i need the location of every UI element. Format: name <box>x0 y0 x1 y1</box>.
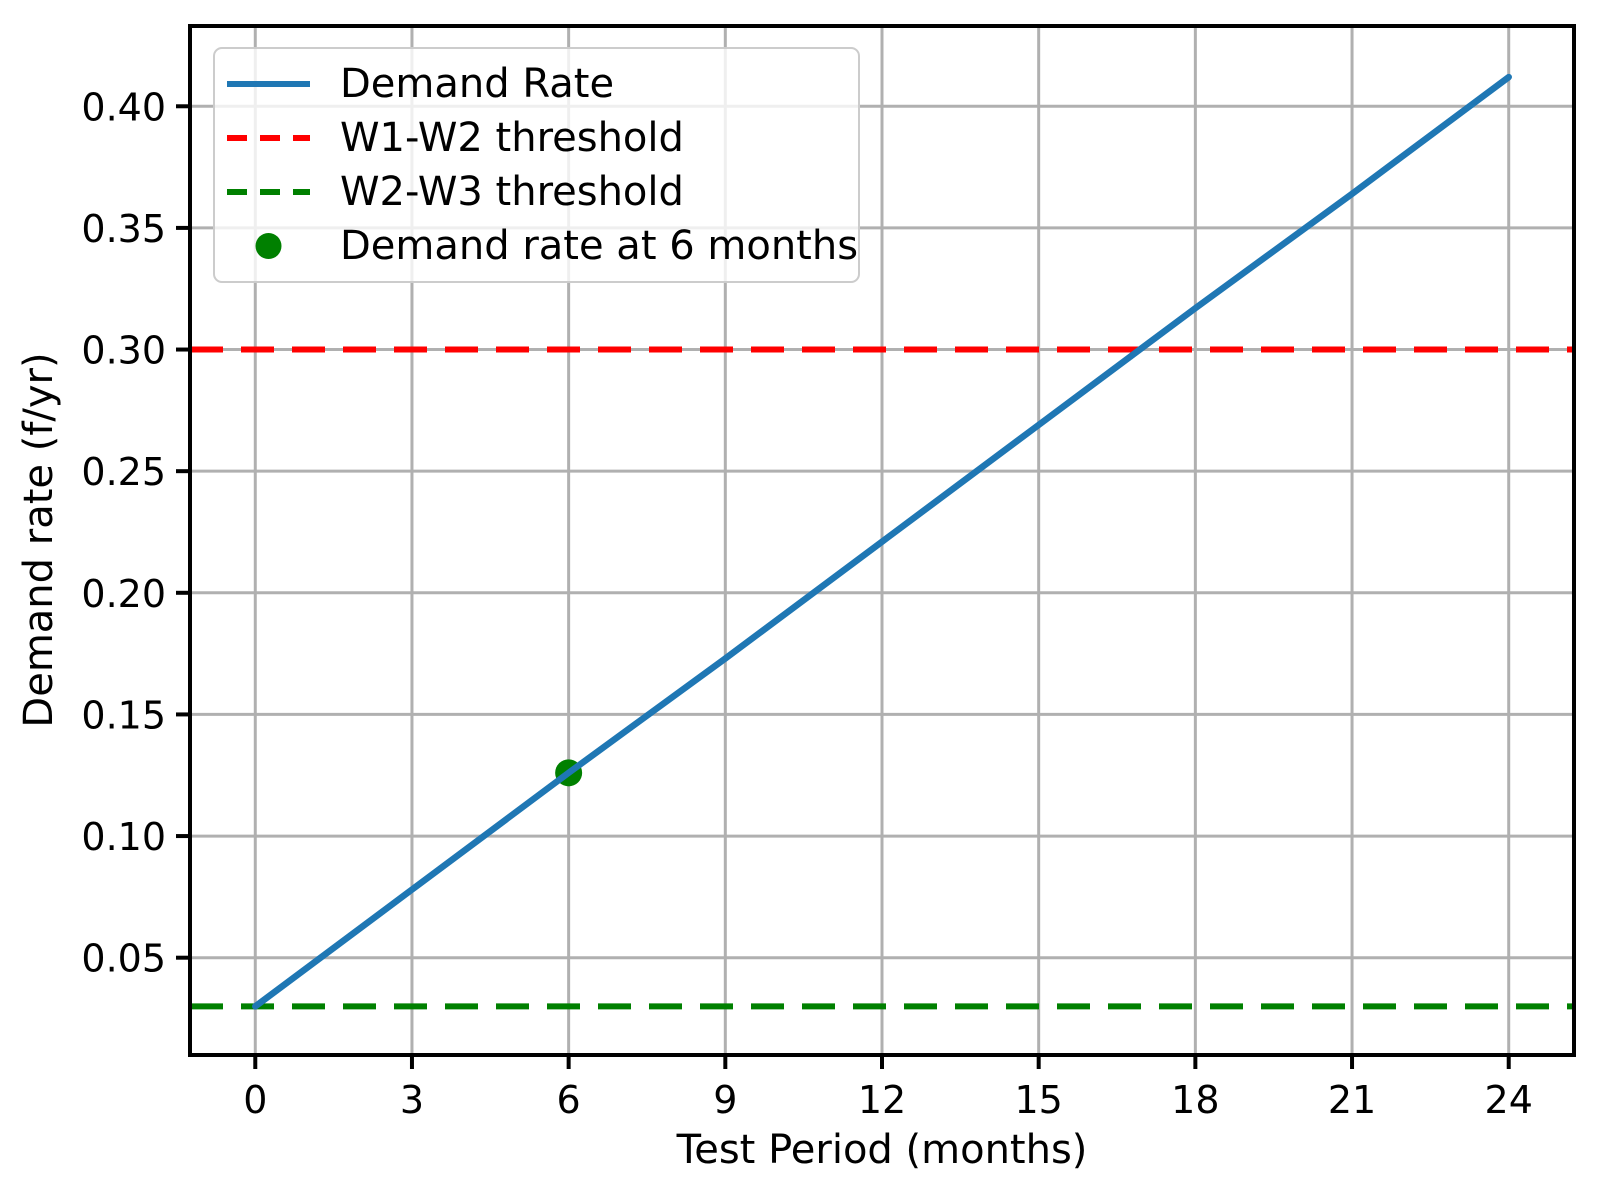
y-tick-label: 0.30 <box>81 329 166 373</box>
y-tick-label: 0.05 <box>81 937 166 981</box>
legend-dashed-line-icon <box>227 177 310 207</box>
legend-dot-marker-icon <box>227 231 310 261</box>
y-tick-label: 0.10 <box>81 815 166 859</box>
x-tick-label: 6 <box>557 1078 581 1122</box>
y-tick-label: 0.15 <box>81 693 166 737</box>
legend-label: W2-W3 threshold <box>340 169 684 215</box>
x-tick-label: 15 <box>1014 1078 1062 1122</box>
series-demand-rate <box>252 73 1512 1010</box>
x-tick-label: 9 <box>713 1078 737 1122</box>
series-layer <box>190 73 1574 1010</box>
y-tick-label: 0.20 <box>81 572 166 616</box>
x-tick-label: 12 <box>858 1078 906 1122</box>
x-tick-label: 0 <box>243 1078 267 1122</box>
y-tick-label: 0.25 <box>81 450 166 494</box>
y-tick-label: 0.40 <box>81 85 166 129</box>
y-tick-label: 0.35 <box>81 207 166 251</box>
legend-item-2: W1-W2 threshold <box>227 111 848 165</box>
x-tick-label: 24 <box>1485 1078 1533 1122</box>
legend-item-3: W2-W3 threshold <box>227 165 848 219</box>
legend-label: Demand rate at 6 months <box>340 223 859 269</box>
x-tick-label: 21 <box>1328 1078 1376 1122</box>
axes-spines <box>188 24 1576 1057</box>
legend-label: W1-W2 threshold <box>340 115 684 161</box>
legend-item-1: Demand Rate <box>227 57 848 111</box>
legend: Demand Rate W1-W2 threshold W2-W3 threshol… <box>213 47 860 283</box>
grid-layer <box>190 26 1574 1055</box>
y-axis-label: Demand rate (f/yr) <box>16 352 62 727</box>
legend-line-icon <box>227 69 310 99</box>
axes-layer: 0 3 6 9 12 15 18 21 24 0.05 0.10 0.15 0.20 0.25 0.30 0.… <box>81 24 1576 1122</box>
legend-dashed-line-icon <box>227 123 310 153</box>
x-tick-label: 3 <box>400 1078 424 1122</box>
x-tick-label: 18 <box>1171 1078 1219 1122</box>
legend-label: Demand Rate <box>340 61 615 107</box>
x-axis-label: Test Period (months) <box>676 1127 1088 1173</box>
legend-item-4: Demand rate at 6 months <box>227 219 858 273</box>
